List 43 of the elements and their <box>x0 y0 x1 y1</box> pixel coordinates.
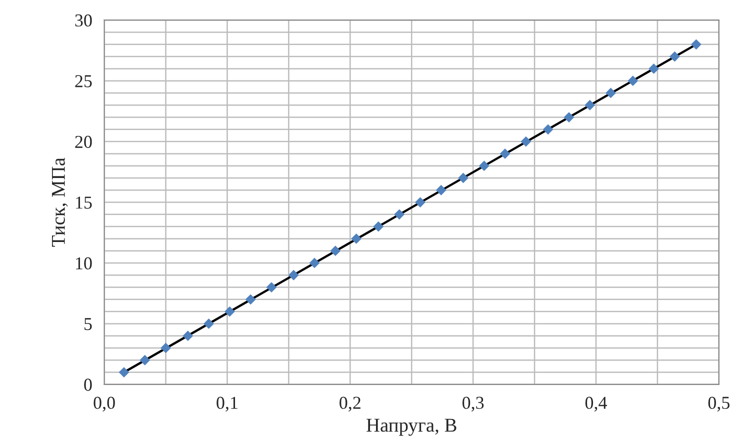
point <box>564 112 574 122</box>
point <box>160 342 171 354</box>
point <box>500 148 510 159</box>
point <box>394 209 405 220</box>
point <box>245 294 256 305</box>
point <box>415 197 426 208</box>
point <box>118 367 130 378</box>
y-axis-title: Тиск, МПа <box>52 158 68 247</box>
point <box>648 63 659 74</box>
point <box>520 136 532 147</box>
y-tick-label: 0 <box>84 378 92 391</box>
y-tick-label: 15 <box>76 196 92 209</box>
point <box>266 282 277 292</box>
x-axis-title: Напруга, В <box>366 418 456 436</box>
point <box>436 184 446 196</box>
x-tick-label: 0,3 <box>462 396 484 412</box>
y-tick-label: 25 <box>75 75 92 88</box>
point <box>584 100 596 110</box>
point <box>690 39 702 50</box>
point <box>373 221 384 232</box>
point <box>478 160 490 172</box>
point <box>542 124 554 135</box>
y-tick-label: 30 <box>75 14 92 27</box>
x-tick-label: 0,5 <box>708 396 730 412</box>
point <box>140 354 150 366</box>
point <box>182 330 194 342</box>
point <box>309 258 320 268</box>
point <box>351 234 362 244</box>
y-tick-label: 20 <box>75 136 92 148</box>
point <box>224 306 235 317</box>
point <box>606 88 616 98</box>
point <box>628 76 638 86</box>
y-tick-label: 10 <box>76 257 92 270</box>
x-tick-label: 0,4 <box>585 396 608 412</box>
point <box>204 318 214 329</box>
x-tick-label: 0,1 <box>216 396 238 412</box>
point <box>330 246 341 256</box>
x-tick-label: 0,0 <box>94 396 115 412</box>
x-tick-label: 0,2 <box>340 396 360 412</box>
point <box>288 270 299 280</box>
point <box>669 51 680 62</box>
y-tick-label: 5 <box>84 318 92 330</box>
point <box>458 172 468 184</box>
